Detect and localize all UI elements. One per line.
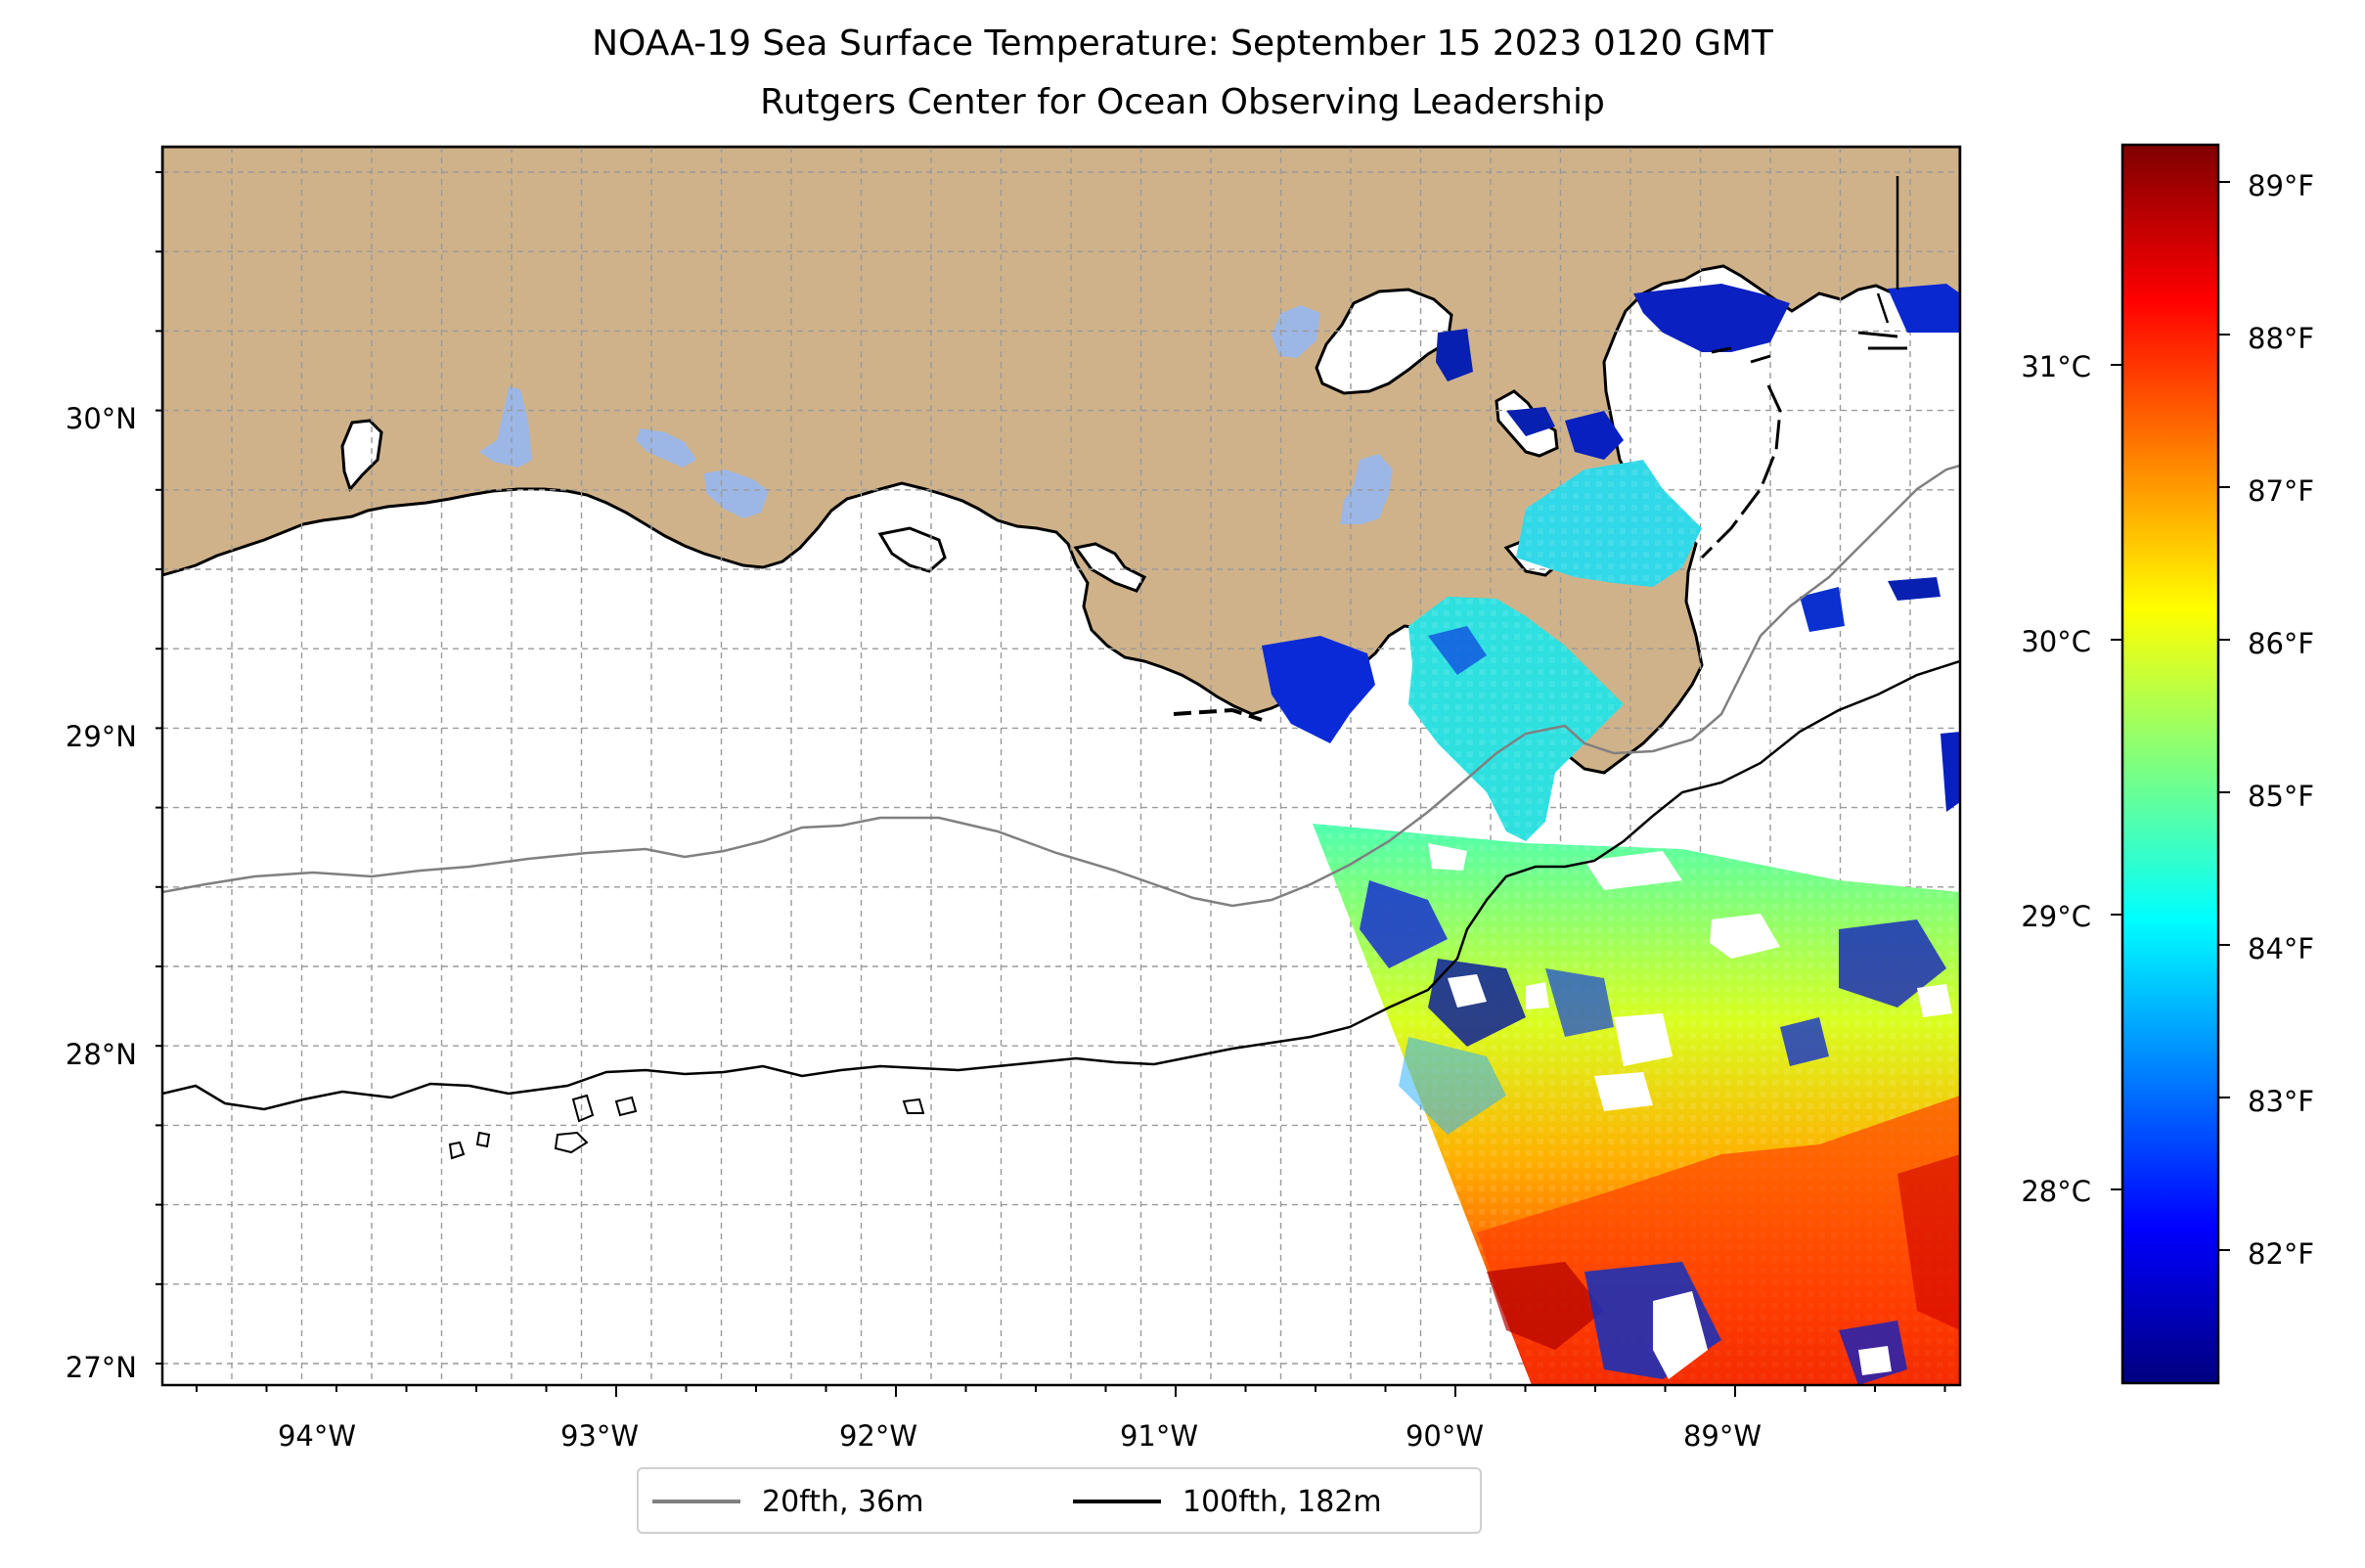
map-area xyxy=(162,147,1960,1385)
sst-swath xyxy=(1313,824,1960,1385)
legend-line-gray xyxy=(652,1500,740,1503)
celsius-tick-label: 30°C xyxy=(2021,625,2091,658)
lon-tick-label: 91°W xyxy=(1120,1419,1198,1453)
lon-tick-label: 94°W xyxy=(278,1419,356,1453)
legend-item-20fth: 20fth, 36m xyxy=(652,1483,923,1520)
legend-label: 20fth, 36m xyxy=(762,1484,924,1519)
lat-labels: 30°N 29°N 28°N 27°N xyxy=(66,402,137,1384)
fahrenheit-tick-label: 84°F xyxy=(2248,932,2314,965)
colorbar-ticks xyxy=(2111,181,2230,1251)
lon-tick-label: 89°W xyxy=(1683,1419,1762,1453)
coastal-sst xyxy=(1262,284,1960,841)
celsius-labels: 31°C 30°C 29°C 28°C xyxy=(2021,350,2091,1208)
lon-tick-label: 93°W xyxy=(560,1419,639,1453)
lon-tick-label: 90°W xyxy=(1406,1419,1484,1453)
fahrenheit-labels: 89°F 88°F 87°F 86°F 85°F 84°F 83°F 82°F xyxy=(2248,169,2314,1271)
axis-ticks xyxy=(156,171,1946,1397)
map-subtitle: Rutgers Center for Ocean Observing Leade… xyxy=(760,82,1605,122)
fahrenheit-tick-label: 86°F xyxy=(2248,627,2314,660)
fahrenheit-tick-label: 82°F xyxy=(2248,1237,2314,1271)
fahrenheit-tick-label: 83°F xyxy=(2248,1085,2314,1118)
map-frame xyxy=(160,145,1962,1387)
fahrenheit-tick-label: 87°F xyxy=(2248,474,2314,508)
legend-line-black xyxy=(1073,1500,1161,1503)
celsius-tick-label: 28°C xyxy=(2021,1175,2091,1208)
reef-outlines xyxy=(448,1094,925,1160)
isobath-100fth xyxy=(162,659,1960,1111)
lon-tick-label: 92°W xyxy=(839,1419,917,1453)
colorbar xyxy=(2120,143,2220,1385)
lat-tick-label: 28°N xyxy=(66,1038,137,1071)
legend-label: 100fth, 182m xyxy=(1182,1484,1382,1519)
celsius-tick-label: 31°C xyxy=(2021,350,2091,383)
lat-tick-label: 27°N xyxy=(66,1351,137,1384)
celsius-tick-label: 29°C xyxy=(2021,900,2091,933)
map-grid xyxy=(162,147,1960,1385)
fahrenheit-tick-label: 89°F xyxy=(2248,169,2314,202)
fahrenheit-tick-label: 85°F xyxy=(2248,780,2314,813)
legend-item-100fth: 100fth, 182m xyxy=(1073,1483,1382,1520)
isobath-20fth xyxy=(162,464,1960,908)
isobath-legend: 20fth, 36m 100fth, 182m xyxy=(637,1467,1482,1534)
fahrenheit-tick-label: 88°F xyxy=(2248,322,2314,355)
lon-labels: 94°W 93°W 92°W 91°W 90°W 89°W xyxy=(278,1419,1762,1453)
lat-tick-label: 30°N xyxy=(66,402,137,435)
lat-tick-label: 29°N xyxy=(66,720,137,753)
map-title: NOAA-19 Sea Surface Temperature: Septemb… xyxy=(592,23,1773,64)
